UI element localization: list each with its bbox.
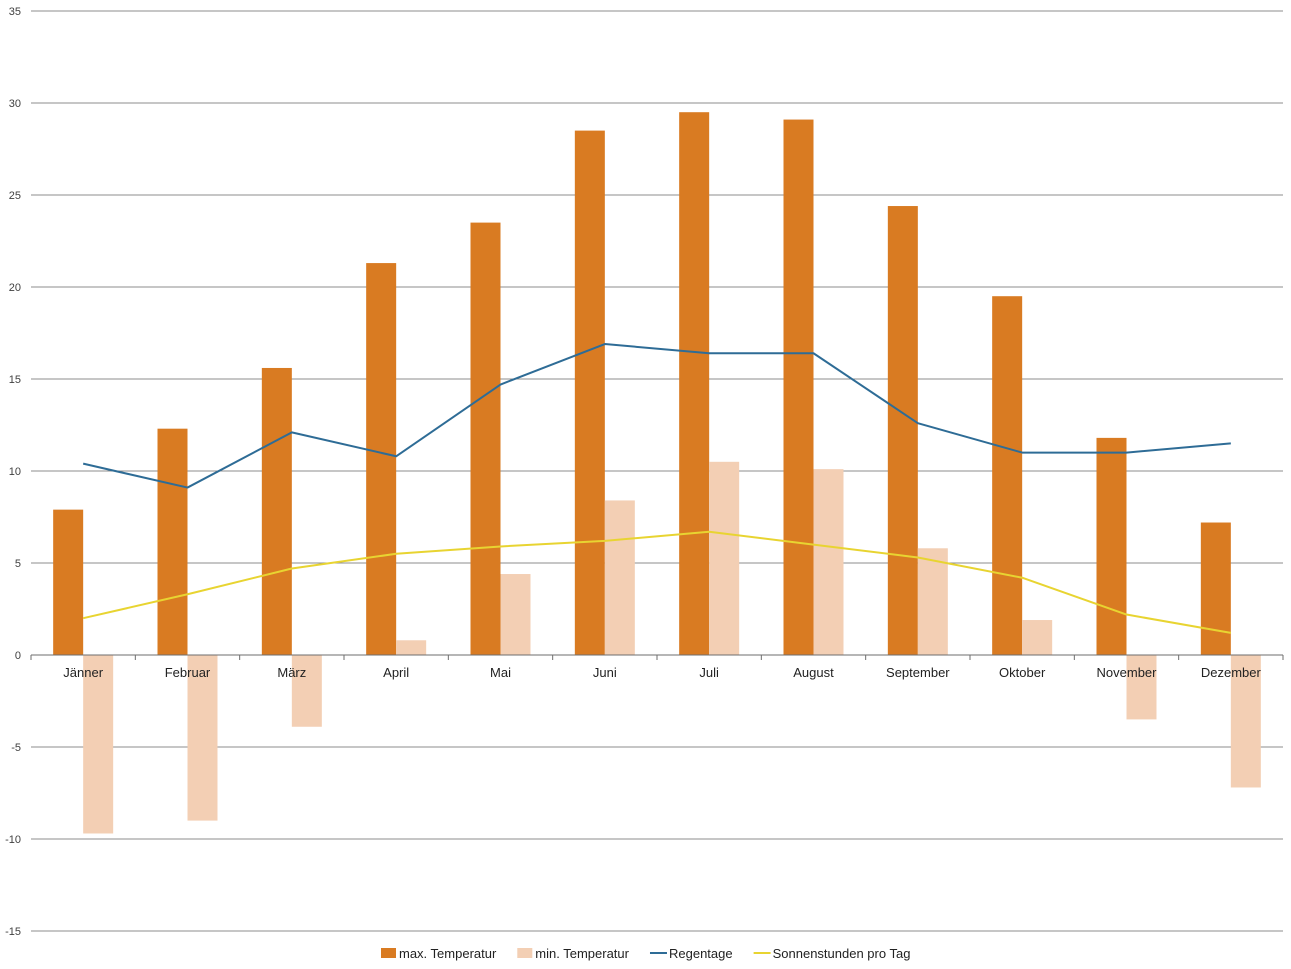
legend-item-max-temperatur: max. Temperatur [381, 946, 497, 961]
bar-min-temperatur [604, 500, 635, 655]
bar-max-temperatur [1200, 522, 1231, 655]
bar-min-temperatur [187, 655, 218, 821]
bar-min-temperatur [291, 655, 322, 727]
x-tick-label: Juli [699, 665, 719, 680]
legend-label: max. Temperatur [399, 946, 497, 961]
x-tick-label: Dezember [1201, 665, 1262, 680]
bar-min-temperatur [500, 574, 531, 655]
y-tick-label: 15 [9, 374, 21, 386]
lines [82, 343, 1232, 634]
bar-max-temperatur [261, 367, 292, 655]
bar-min-temperatur [1230, 655, 1261, 788]
bar-max-temperatur [574, 130, 605, 656]
legend-label: min. Temperatur [535, 946, 629, 961]
bar-max-temperatur [887, 206, 918, 656]
y-axis-ticks: -15 -10 -5 0 5 10 15 20 25 30 35 [5, 6, 21, 938]
bar-max-temperatur [53, 509, 84, 655]
bar-max-temperatur [1096, 437, 1127, 655]
y-tick-label: 5 [15, 558, 21, 570]
x-tick-label: Juni [593, 665, 617, 680]
y-tick-label: 20 [9, 282, 21, 294]
x-axis-ticks: Jänner Februar März April Mai Juni Juli August S… [63, 665, 1261, 680]
x-tick-label: April [383, 665, 409, 680]
y-tick-label: 25 [9, 190, 21, 202]
x-tick-label: Februar [165, 665, 211, 680]
bar-min-temperatur [813, 469, 844, 655]
y-tick-label: -5 [11, 742, 21, 754]
y-tick-label: 35 [9, 6, 21, 18]
line-sonnenstunden-pro-tag [82, 530, 1232, 634]
bar-min-temperatur [1022, 620, 1053, 655]
legend-swatch [517, 948, 533, 958]
y-tick-label: 30 [9, 98, 21, 110]
legend-swatch [381, 948, 396, 958]
bar-min-temperatur [396, 640, 427, 655]
x-tick-label: August [793, 665, 834, 680]
bars [53, 112, 1261, 834]
x-tick-label: September [886, 665, 950, 680]
legend-label: Regentage [669, 946, 733, 961]
legend: max. Temperatur min. Temperatur Regentage S… [381, 946, 910, 961]
y-tick-label: 0 [15, 650, 21, 662]
bar-max-temperatur [679, 112, 710, 655]
bar-min-temperatur [917, 548, 948, 655]
bar-max-temperatur [783, 119, 814, 655]
legend-item-sonnenstunden-pro-tag: Sonnenstunden pro Tag [753, 946, 911, 961]
bar-min-temperatur [1126, 655, 1157, 720]
bar-max-temperatur [470, 222, 501, 655]
y-tick-label: -15 [5, 926, 21, 938]
x-tick-label: November [1097, 665, 1158, 680]
x-tick-label: Mai [490, 665, 511, 680]
x-tick-label: Jänner [63, 665, 103, 680]
bar-max-temperatur [366, 263, 397, 655]
y-tick-label: 10 [9, 466, 21, 478]
legend-item-min-temperatur: min. Temperatur [517, 946, 630, 961]
bar-min-temperatur [83, 655, 114, 834]
y-tick-label: -10 [5, 834, 21, 846]
x-axis [30, 654, 1284, 660]
bar-min-temperatur [709, 461, 740, 655]
bar-max-temperatur [992, 296, 1023, 655]
x-tick-label: März [277, 665, 306, 680]
bar-max-temperatur [157, 428, 188, 655]
line-regentage [82, 343, 1231, 489]
x-tick-label: Oktober [999, 665, 1046, 680]
legend-item-regentage: Regentage [649, 946, 733, 961]
legend-label: Sonnenstunden pro Tag [773, 946, 911, 961]
gridlines [31, 10, 1283, 932]
